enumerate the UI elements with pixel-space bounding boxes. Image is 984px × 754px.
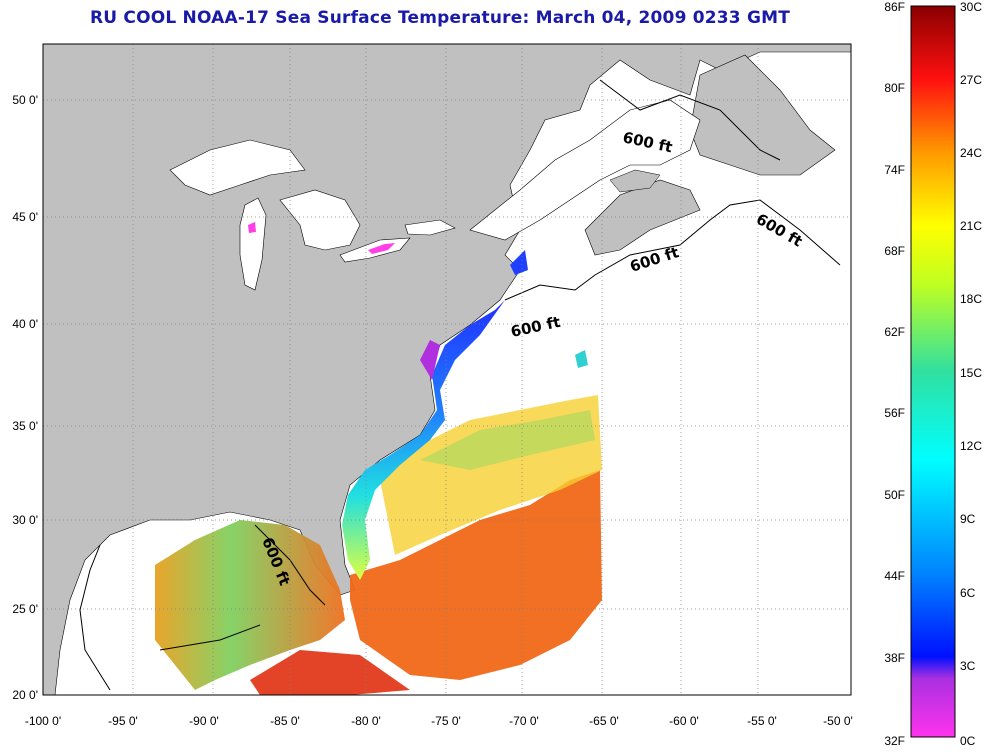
longitude-axis: -100 0' -95 0' -90 0' -85 0' -80 0' -75 … xyxy=(25,714,853,728)
colorbar-f-label: 86F xyxy=(884,0,905,14)
lon-tick-label: -60 0' xyxy=(669,714,699,728)
bathymetry-600ft-contours xyxy=(79,79,841,691)
lat-tick-label: 30 0' xyxy=(12,513,38,527)
lat-tick-label: 20 0' xyxy=(12,688,38,702)
colorbar-c-label: 3C xyxy=(960,659,976,673)
lat-tick-label: 40 0' xyxy=(12,317,38,331)
colorbar-c-label: 12C xyxy=(960,439,982,453)
sst-gulf-swath xyxy=(155,520,345,690)
lon-tick-label: -90 0' xyxy=(189,714,219,728)
lat-tick-label: 50 0' xyxy=(12,93,38,107)
colorbar-f-label: 62F xyxy=(884,325,905,339)
sst-offshore-green xyxy=(420,410,595,470)
sst-chesapeake xyxy=(420,340,440,380)
lon-tick-label: -95 0' xyxy=(108,714,138,728)
colorbar-f-label: 80F xyxy=(884,81,905,95)
colorbar-f-label: 32F xyxy=(884,734,905,748)
colorbar-c-label: 24C xyxy=(960,146,982,160)
lake-huron xyxy=(279,189,361,251)
lon-tick-label: -80 0' xyxy=(351,714,381,728)
colorbar-f-label: 68F xyxy=(884,244,905,258)
colorbar-c-label: 15C xyxy=(960,366,982,380)
lon-tick-label: -50 0' xyxy=(823,714,853,728)
lat-tick-label: 45 0' xyxy=(12,210,38,224)
colorbar-c-label: 30C xyxy=(960,0,982,14)
sst-coastal-band xyxy=(342,300,505,580)
colorbar-c-label: 21C xyxy=(960,219,982,233)
colorbar-f-label: 74F xyxy=(884,163,905,177)
lon-tick-label: -75 0' xyxy=(431,714,461,728)
lake-ontario xyxy=(404,219,456,236)
colorbar-f-label: 38F xyxy=(884,651,905,665)
sst-bahamas xyxy=(350,470,602,680)
colorbar-c-label: 9C xyxy=(960,512,976,526)
sst-caribbean xyxy=(250,650,410,695)
st-lawrence-gulf xyxy=(469,99,701,241)
colorbar-f-label: 44F xyxy=(884,569,905,583)
land-newfoundland xyxy=(689,54,836,176)
lon-tick-label: -55 0' xyxy=(747,714,777,728)
latitude-axis: 50 0' 45 0' 40 0' 35 0' 30 0' 25 0' 20 0… xyxy=(12,93,38,702)
colorbar-c-label: 6C xyxy=(960,586,976,600)
colorbar-c-labels: 30C 27C 24C 21C 18C 15C 12C 9C 6C 3C 0C xyxy=(960,0,982,748)
colorbar-f-label: 50F xyxy=(884,488,905,502)
colorbar-c-label: 0C xyxy=(960,734,976,748)
map-title: RU COOL NOAA-17 Sea Surface Temperature:… xyxy=(89,8,791,28)
lake-superior xyxy=(169,139,306,196)
lake-pink-erie xyxy=(368,243,395,254)
lon-tick-label: -100 0' xyxy=(25,714,61,728)
sst-offshore-patch xyxy=(575,350,588,368)
land-gulf-st-lawrence-islands xyxy=(609,169,661,193)
colorbar-c-label: 27C xyxy=(960,73,982,87)
colorbar-c-label: 18C xyxy=(960,292,982,306)
lon-tick-label: -85 0' xyxy=(270,714,300,728)
lat-tick-label: 35 0' xyxy=(12,419,38,433)
lon-tick-label: -70 0' xyxy=(509,714,539,728)
lake-michigan xyxy=(239,197,267,291)
map-gridlines xyxy=(43,44,851,695)
lat-tick-label: 25 0' xyxy=(12,602,38,616)
lake-pink-michigan xyxy=(248,222,256,233)
colorbar-f-label: 56F xyxy=(884,406,905,420)
lon-tick-label: -65 0' xyxy=(589,714,619,728)
sst-gulf-of-maine xyxy=(510,250,528,275)
colorbar-f-labels: 86F 80F 74F 68F 62F 56F 50F 44F 38F 32F xyxy=(884,0,905,748)
colorbar xyxy=(910,5,956,738)
